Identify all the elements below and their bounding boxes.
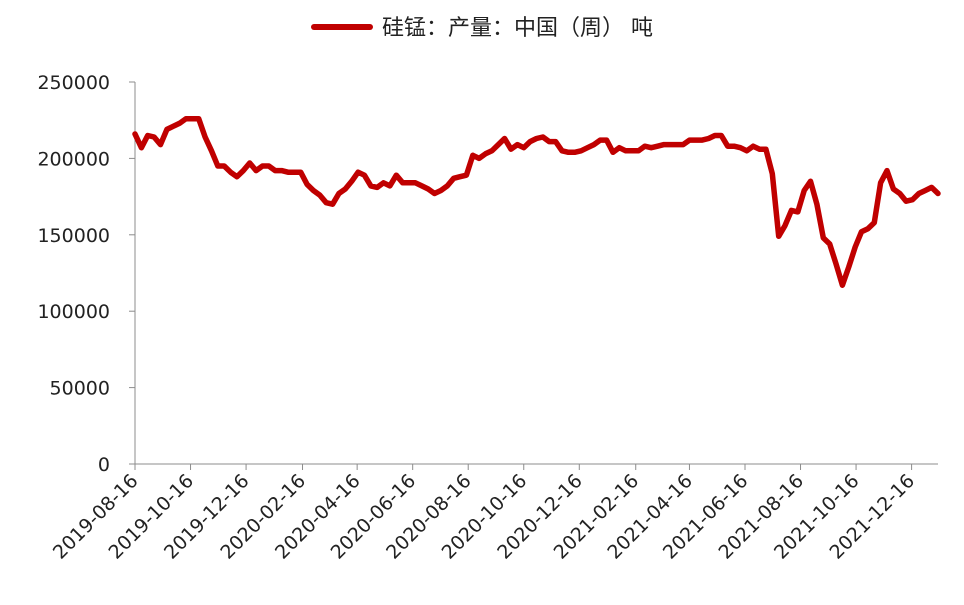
x-axis: 2019-08-162019-10-162019-12-162020-02-16… (49, 463, 938, 564)
series-line (132, 115, 941, 288)
y-tick-label: 50000 (50, 378, 110, 400)
legend-label: 硅锰：产量：中国（周） 吨 (382, 16, 653, 41)
y-tick-label: 200000 (37, 148, 110, 170)
plot-area (132, 115, 941, 288)
y-tick-label: 250000 (37, 72, 110, 94)
y-tick-label: 100000 (37, 301, 110, 323)
y-axis: 0 50000 100000 150000 200000 250000 (37, 72, 136, 476)
y-tick-label: 150000 (37, 225, 110, 247)
legend: 硅锰：产量：中国（周） 吨 (311, 16, 653, 41)
y-tick-label: 0 (98, 454, 110, 476)
